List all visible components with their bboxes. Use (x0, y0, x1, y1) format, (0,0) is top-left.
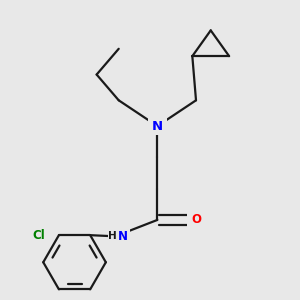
Text: O: O (191, 213, 201, 226)
Text: N: N (152, 120, 163, 133)
Text: N: N (117, 230, 128, 243)
Bar (26, 226, 52, 244)
Text: Cl: Cl (32, 229, 45, 242)
Bar (108, 227, 130, 246)
Bar (187, 212, 205, 228)
Text: H: H (108, 232, 116, 242)
Bar (148, 117, 166, 135)
